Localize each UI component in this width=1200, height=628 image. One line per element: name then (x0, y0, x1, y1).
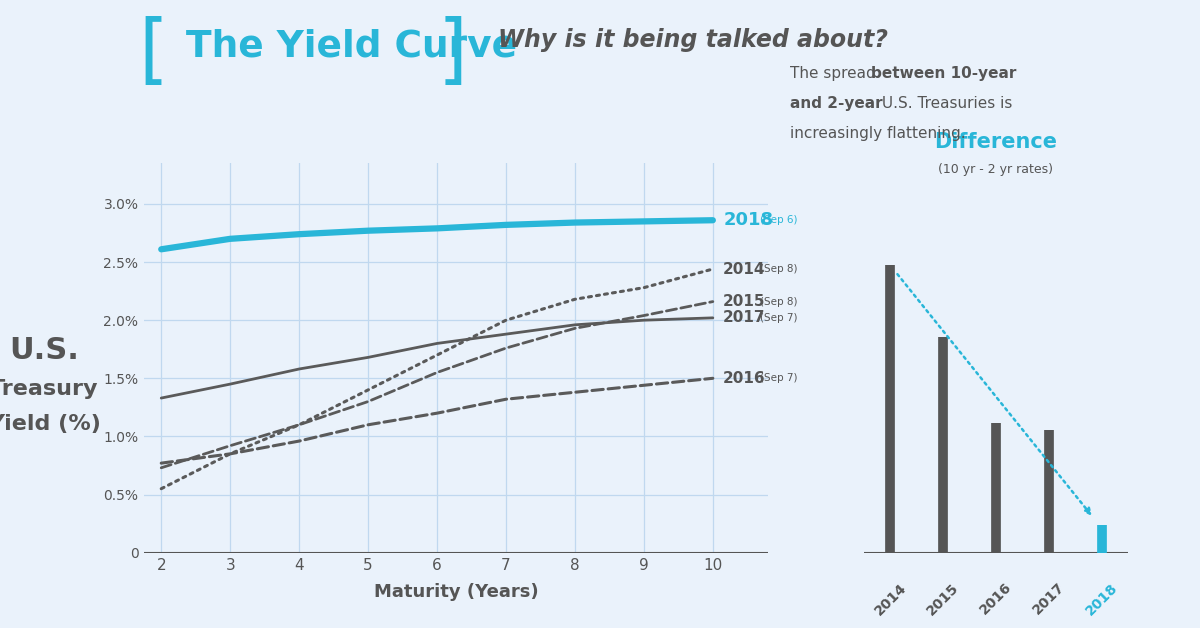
Text: (Sep 7): (Sep 7) (760, 373, 797, 383)
Text: U.S. Treasuries is: U.S. Treasuries is (877, 96, 1013, 111)
Text: Difference: Difference (935, 132, 1057, 152)
Text: and 2-year: and 2-year (790, 96, 882, 111)
Text: 2016: 2016 (724, 371, 766, 386)
Text: (Sep 7): (Sep 7) (760, 313, 797, 323)
Text: 2016: 2016 (977, 580, 1015, 617)
Text: The spread: The spread (790, 66, 881, 81)
Text: 2017: 2017 (1030, 580, 1068, 617)
Text: Why is it being talked about?: Why is it being talked about? (498, 28, 888, 52)
Text: increasingly flattening.: increasingly flattening. (790, 126, 965, 141)
Text: Treasury: Treasury (0, 379, 98, 399)
Text: 2015: 2015 (924, 580, 962, 618)
Text: 2014: 2014 (871, 580, 910, 618)
Text: 2018: 2018 (1082, 580, 1121, 618)
Text: U.S.: U.S. (10, 336, 79, 365)
Text: 2018: 2018 (724, 211, 773, 229)
Text: 2017: 2017 (724, 310, 766, 325)
Text: (Sep 8): (Sep 8) (760, 264, 797, 274)
Text: Yield (%): Yield (%) (0, 414, 101, 434)
Text: 2015: 2015 (724, 294, 766, 309)
Text: (10 yr - 2 yr rates): (10 yr - 2 yr rates) (938, 163, 1054, 176)
Text: ]: ] (438, 16, 468, 90)
Text: [: [ (138, 16, 168, 90)
X-axis label: Maturity (Years): Maturity (Years) (373, 583, 539, 601)
Text: (Sep 6): (Sep 6) (760, 215, 797, 225)
Text: (Sep 8): (Sep 8) (760, 296, 797, 306)
Text: The Yield Curve: The Yield Curve (186, 28, 517, 64)
Text: 2014: 2014 (724, 261, 766, 276)
Text: between 10-year: between 10-year (871, 66, 1016, 81)
